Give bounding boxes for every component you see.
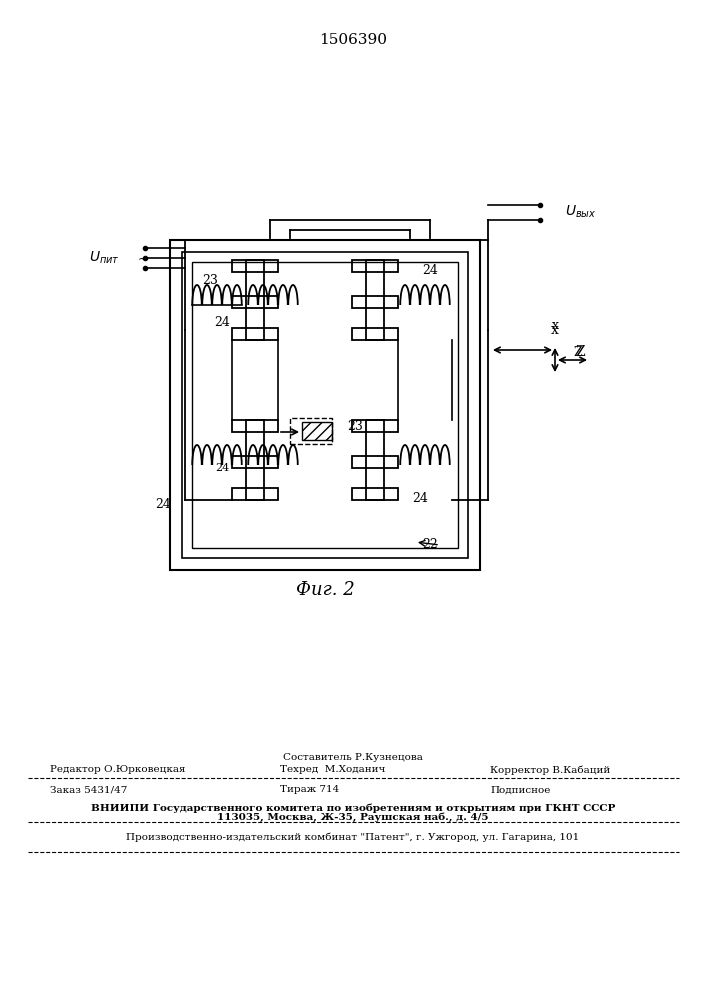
Bar: [352, 456, 398, 468]
Text: 23: 23: [347, 420, 363, 434]
Bar: [246, 260, 264, 340]
Text: Подписное: Подписное: [490, 786, 550, 794]
Text: Техред  М.Ходанич: Техред М.Ходанич: [280, 766, 385, 774]
Text: Составитель Р.Кузнецова: Составитель Р.Кузнецова: [283, 752, 423, 762]
Text: x: x: [551, 319, 559, 332]
Text: Тираж 714: Тираж 714: [280, 786, 339, 794]
Bar: [192, 262, 458, 548]
Text: Редактор О.Юрковецкая: Редактор О.Юрковецкая: [50, 766, 185, 774]
Text: 24: 24: [155, 498, 171, 512]
Text: 1506390: 1506390: [319, 33, 387, 47]
Bar: [352, 296, 398, 308]
Text: 23: 23: [202, 273, 218, 286]
Bar: [232, 488, 278, 500]
Text: $U_{вых}$: $U_{вых}$: [565, 204, 597, 220]
Bar: [352, 328, 398, 340]
Bar: [232, 328, 278, 340]
Text: Z: Z: [575, 345, 585, 359]
Bar: [246, 420, 264, 500]
Bar: [232, 420, 278, 432]
Text: Корректор В.Кабаций: Корректор В.Кабаций: [490, 765, 610, 775]
Bar: [352, 420, 398, 432]
Bar: [232, 296, 278, 308]
Text: $U_{пит}$: $U_{пит}$: [89, 250, 120, 266]
Text: x: x: [551, 323, 559, 337]
Text: 22: 22: [422, 538, 438, 552]
Bar: [290, 418, 332, 444]
Text: Производственно-издательский комбинат "Патент", г. Ужгород, ул. Гагарина, 101: Производственно-издательский комбинат "П…: [127, 832, 580, 842]
Text: Заказ 5431/47: Заказ 5431/47: [50, 786, 127, 794]
Text: ВНИИПИ Государственного комитета по изобретениям и открытиям при ГКНТ СССР: ВНИИПИ Государственного комитета по изоб…: [90, 803, 615, 813]
Text: 24: 24: [412, 491, 428, 504]
Bar: [352, 488, 398, 500]
Text: 24: 24: [214, 316, 230, 328]
Bar: [232, 456, 278, 468]
Bar: [170, 240, 480, 570]
Text: Фиг. 2: Фиг. 2: [296, 581, 354, 599]
Bar: [302, 422, 332, 440]
Text: 113035, Москва, Ж-35, Раушская наб., д. 4/5: 113035, Москва, Ж-35, Раушская наб., д. …: [217, 812, 489, 822]
Bar: [182, 252, 468, 558]
Bar: [366, 260, 384, 340]
Bar: [232, 260, 278, 272]
Text: Z: Z: [573, 346, 582, 359]
Text: 24: 24: [422, 263, 438, 276]
Bar: [366, 420, 384, 500]
Bar: [352, 260, 398, 272]
Text: 24: 24: [215, 463, 229, 473]
Text: ~: ~: [138, 252, 148, 265]
